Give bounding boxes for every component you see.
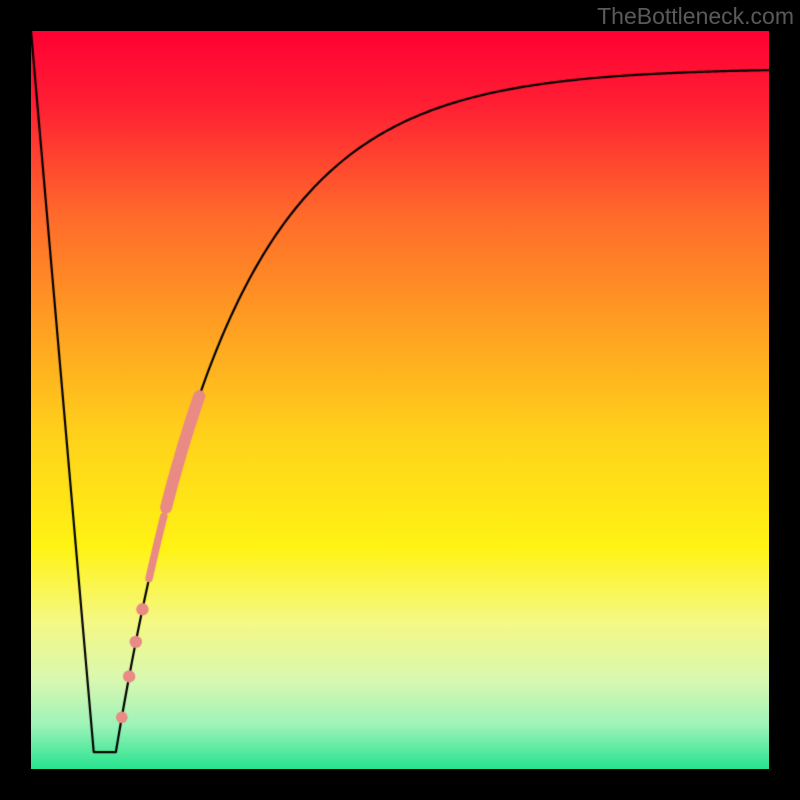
plot-area	[31, 31, 769, 769]
bottleneck-curve	[31, 31, 769, 769]
chart-root: TheBottleneck.com	[0, 0, 800, 800]
watermark-text: TheBottleneck.com	[597, 3, 794, 30]
